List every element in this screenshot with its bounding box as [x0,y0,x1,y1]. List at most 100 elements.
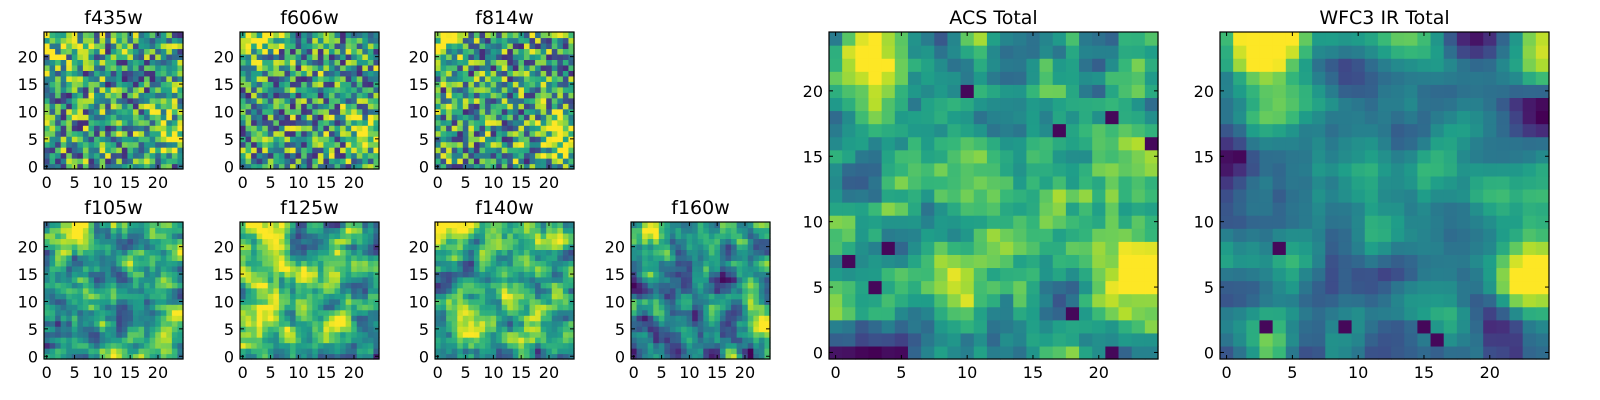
heatmap-cell [518,103,525,110]
heatmap-cell [240,48,247,55]
heatmap-cell [440,315,447,322]
heatmap-cell [373,92,380,99]
heatmap-cell [446,136,453,143]
heatmap-cell [642,276,649,283]
heatmap-cell [127,130,134,137]
heatmap-cell [686,232,693,240]
heatmap-cell [306,287,313,294]
heatmap-cell [468,320,475,327]
heatmap-cell [753,348,760,355]
heatmap-cell [697,304,704,311]
heatmap-cell [523,320,531,327]
heatmap-cell [535,70,542,77]
heatmap-cell [105,243,112,250]
heatmap-cell [362,163,369,170]
heatmap-cell [546,37,553,44]
heatmap-cell [306,222,313,229]
heatmap-cell [708,287,715,294]
heatmap-cell [367,320,375,327]
heatmap-cell [105,342,112,349]
heatmap-cell [110,222,117,229]
heatmap-cell [881,188,896,203]
heatmap-cell [546,304,553,311]
heatmap-cell [66,119,73,126]
heatmap-cell [55,163,62,170]
heatmap-cell [66,276,73,283]
heatmap-cell [540,92,547,99]
heatmap-cell [345,64,352,71]
heatmap-cell [907,215,922,229]
heatmap-cell [82,315,90,322]
heatmap-cell [485,59,492,66]
heatmap-cell [731,326,738,333]
heatmap-cell [295,238,302,245]
heatmap-cells-f105w [44,222,184,360]
heatmap-cell [77,260,84,267]
heatmap-cell [529,119,536,126]
heatmap-cell [664,326,671,333]
heatmap-cell [94,309,101,316]
heatmap-cell [440,158,447,165]
heatmap-cell [934,267,949,282]
heatmap-cell [446,141,453,148]
heatmap-cell [546,276,553,283]
heatmap-cell [345,320,352,327]
heatmap-cell [446,238,453,245]
heatmap-cell [155,342,162,349]
heatmap-cell [77,276,84,283]
heatmap-cell [138,276,145,283]
heatmap-cell [523,92,531,99]
heatmap-cell [334,114,341,121]
heatmap-cell [77,298,84,305]
heatmap-cell [947,254,962,269]
heatmap-cell [485,119,492,126]
heatmap-cell [485,227,492,234]
heatmap-cell [473,227,481,234]
heatmap-cell [317,97,324,104]
heatmap-cell [535,114,542,121]
heatmap-cell [446,254,453,261]
heatmap-cell [149,92,156,99]
heatmap-cell [306,32,313,39]
heatmap-cell [736,320,743,327]
heatmap-cell [144,42,151,50]
heatmap-cell [149,232,156,240]
heatmap-cell [675,276,682,283]
heatmap-cell [907,149,922,164]
heatmap-cell [468,37,475,44]
heatmap-cell [758,337,766,344]
heatmap-cell [653,348,660,355]
heatmap-cell [301,130,308,137]
heatmap-cell [523,75,531,82]
heatmap-cell [155,298,162,305]
heatmap-cell [518,320,525,327]
heatmap-cell [446,81,453,88]
heatmap-cell [758,265,766,272]
heatmap-cell [290,249,297,256]
heatmap-cell [457,287,464,294]
heatmap-cell [110,265,117,272]
heatmap-cell [155,70,162,77]
heatmap-cell [312,42,319,50]
heatmap-cell [356,232,363,240]
heatmap-cell [686,342,693,349]
heatmap-cell [240,342,247,349]
heatmap-cell [512,254,519,261]
heatmap-cell [351,86,358,93]
heatmap-cell [479,119,486,126]
heatmap-cell [507,86,514,93]
heatmap-cell [99,70,106,77]
heatmap-cell [351,92,358,99]
heatmap-cell [518,70,525,77]
heatmap-cell [132,119,140,126]
heatmap-cell [446,125,453,132]
heatmap-cell [479,42,486,50]
heatmap-cell [256,287,263,294]
heatmap-cell [49,37,56,44]
heatmap-cell [523,59,531,66]
heatmap-cell [77,232,84,240]
heatmap-cell [496,232,503,240]
heatmap-cell [973,293,988,308]
heatmap-cell [642,348,649,355]
heatmap-cell [267,141,274,148]
